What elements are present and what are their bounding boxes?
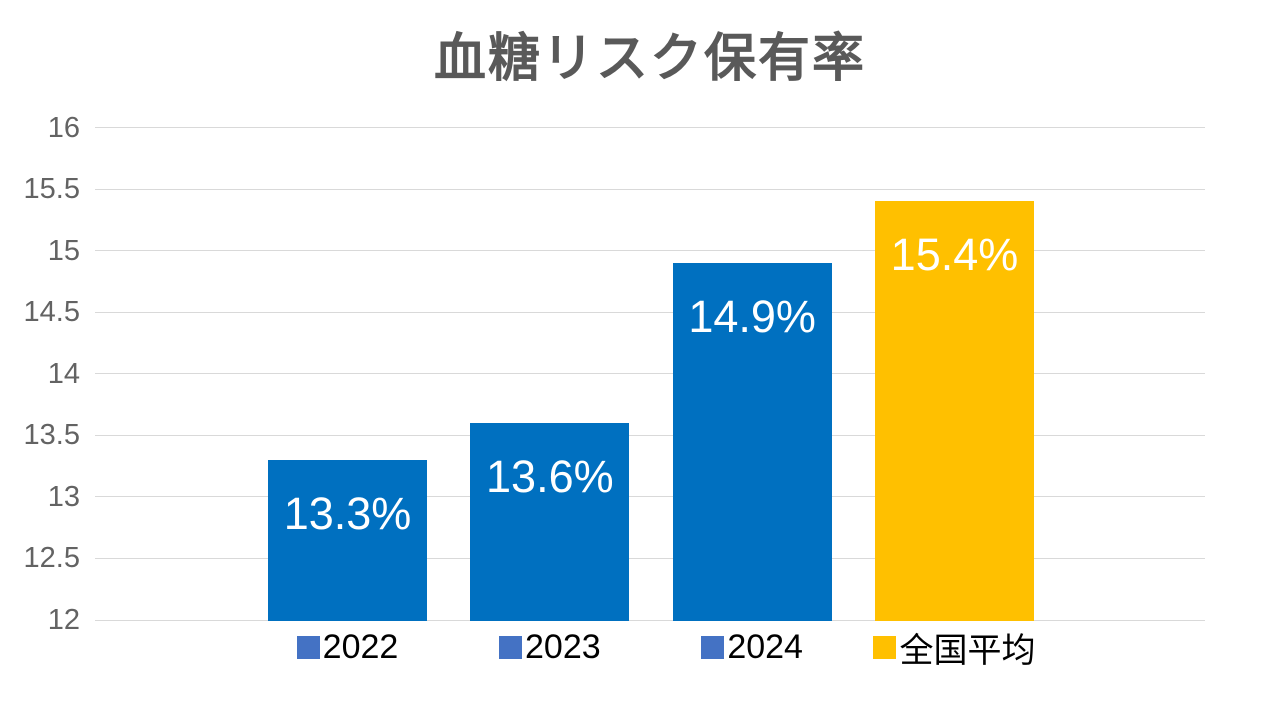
y-axis-tick-label: 12 [47, 604, 80, 636]
y-axis-tick-label: 14 [47, 357, 80, 390]
legend-item: 2024 [643, 626, 862, 668]
legend-item: 2023 [440, 626, 659, 668]
legend-label: 2022 [322, 627, 399, 666]
legend-label: 全国平均 [899, 631, 1036, 670]
bar [470, 423, 630, 621]
y-axis-tick-label: 15.5 [23, 173, 80, 206]
legend-label: 2023 [525, 627, 601, 666]
gridline [95, 496, 1205, 498]
bar [874, 201, 1034, 621]
gridline [95, 127, 1205, 128]
y-axis-tick-label: 14.5 [23, 296, 80, 329]
chart-title: 血糖リスク保有率 [433, 30, 866, 88]
legend-label: 2024 [727, 627, 803, 666]
gridline [95, 557, 1205, 559]
legend-marker-icon [701, 635, 725, 659]
bar-value-label: 13.3% [283, 487, 412, 539]
legend-item: 2022 [238, 626, 457, 668]
legend-item: 全国平均 [845, 626, 1064, 670]
gridline [95, 373, 1205, 375]
gridline [95, 619, 1205, 621]
legend-marker-icon [296, 635, 320, 659]
y-axis-tick-label: 13.5 [23, 419, 80, 452]
gridline [95, 188, 1205, 190]
bar-value-label: 14.9% [688, 290, 816, 342]
y-axis-tick-label: 15 [47, 234, 80, 267]
bar [268, 459, 427, 621]
y-axis-tick-label: 16 [47, 111, 80, 144]
gridline [95, 311, 1205, 313]
legend-marker-icon [873, 635, 897, 659]
bar [672, 262, 832, 621]
gridline [95, 250, 1205, 252]
y-axis-tick-label: 12.5 [23, 542, 80, 575]
legend-marker-icon [499, 635, 522, 659]
y-axis-tick-label: 13 [47, 480, 80, 513]
bar-value-label: 13.6% [486, 451, 614, 502]
bar-value-label: 15.4% [890, 229, 1019, 281]
gridline [95, 434, 1205, 436]
